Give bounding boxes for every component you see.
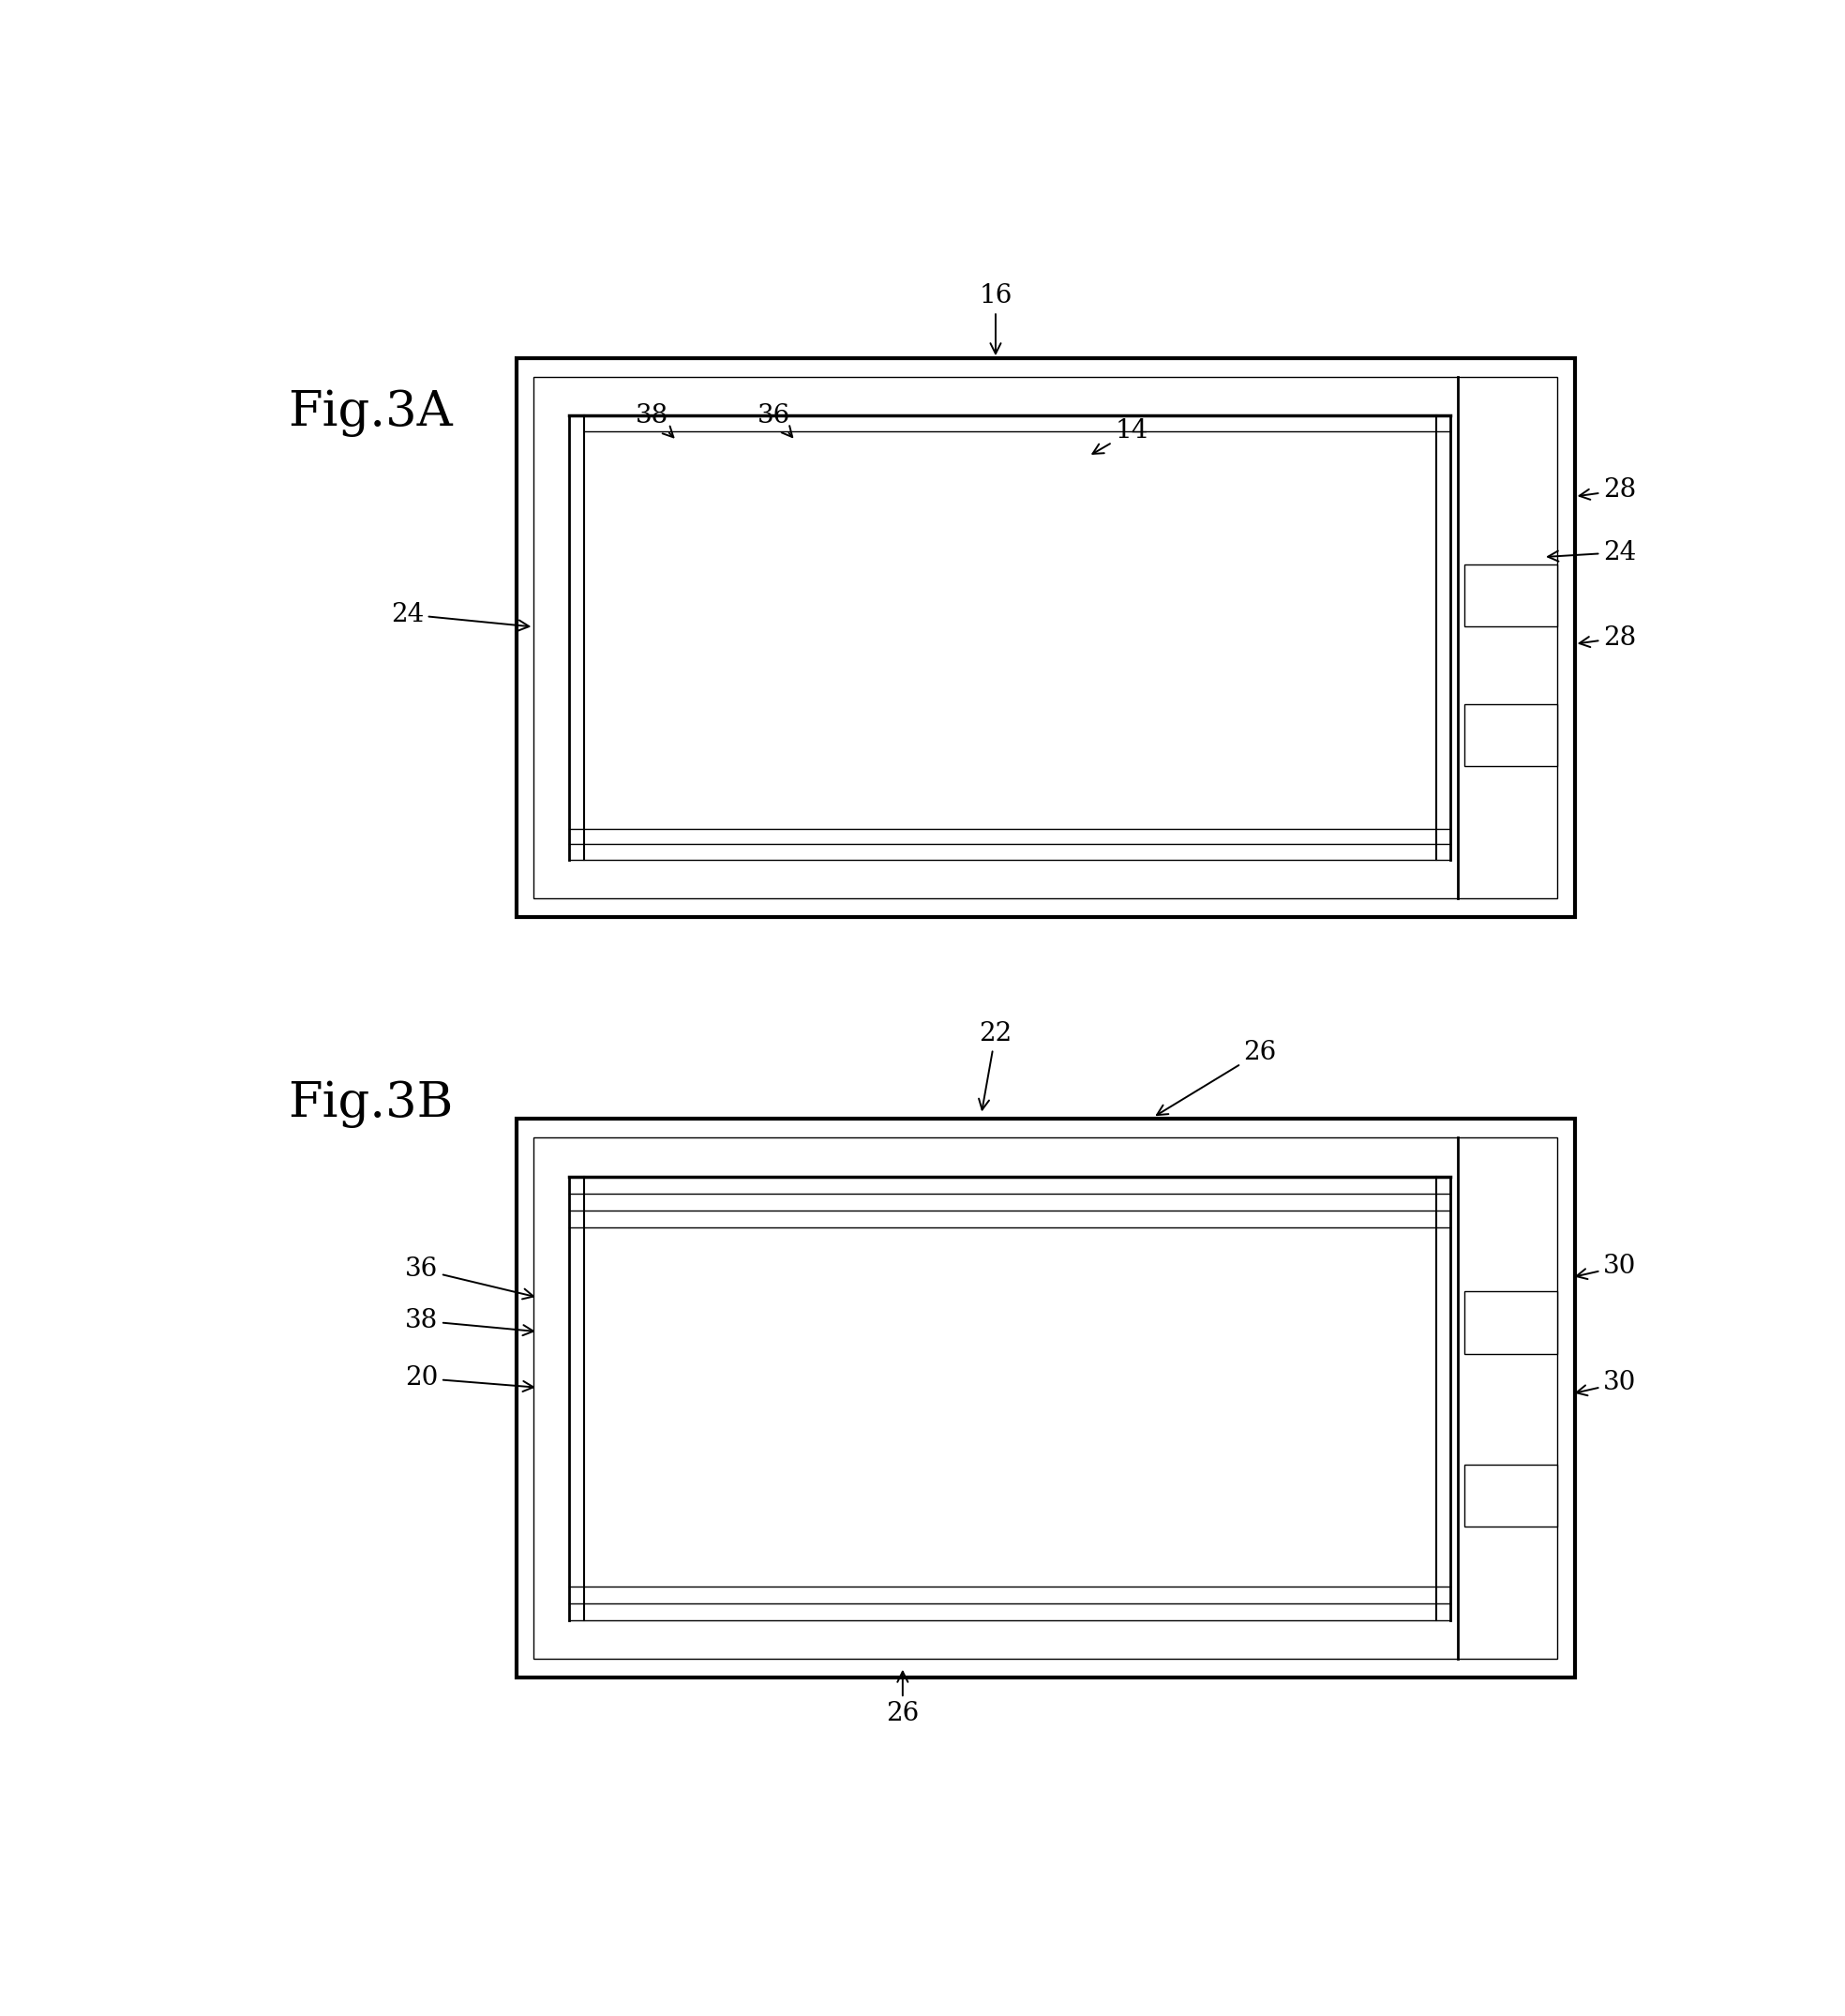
Text: 30: 30 — [1576, 1371, 1637, 1395]
Bar — [533, 377, 1557, 899]
Bar — [1465, 1292, 1557, 1353]
Text: 14: 14 — [1092, 419, 1148, 454]
Text: 28: 28 — [1579, 478, 1637, 502]
Text: 20: 20 — [404, 1365, 533, 1391]
Text: 24: 24 — [1548, 540, 1637, 564]
Text: 16: 16 — [980, 284, 1013, 353]
Text: 24: 24 — [391, 603, 530, 631]
Text: Fig.3B: Fig.3B — [288, 1081, 454, 1129]
Text: Fig.3A: Fig.3A — [288, 389, 452, 437]
Text: 30: 30 — [1576, 1254, 1637, 1278]
Text: 36: 36 — [758, 403, 792, 437]
Text: 36: 36 — [404, 1256, 533, 1298]
Bar — [517, 359, 1576, 917]
Bar — [517, 1119, 1576, 1677]
Text: 26: 26 — [886, 1671, 919, 1726]
Text: 28: 28 — [1579, 625, 1637, 651]
Bar — [1465, 1466, 1557, 1526]
Bar — [1465, 704, 1557, 766]
Text: 38: 38 — [637, 403, 673, 437]
Bar — [533, 1137, 1557, 1659]
Text: 38: 38 — [404, 1308, 533, 1335]
Text: 22: 22 — [980, 1020, 1013, 1109]
Text: 26: 26 — [1157, 1040, 1277, 1115]
Bar — [1465, 564, 1557, 627]
